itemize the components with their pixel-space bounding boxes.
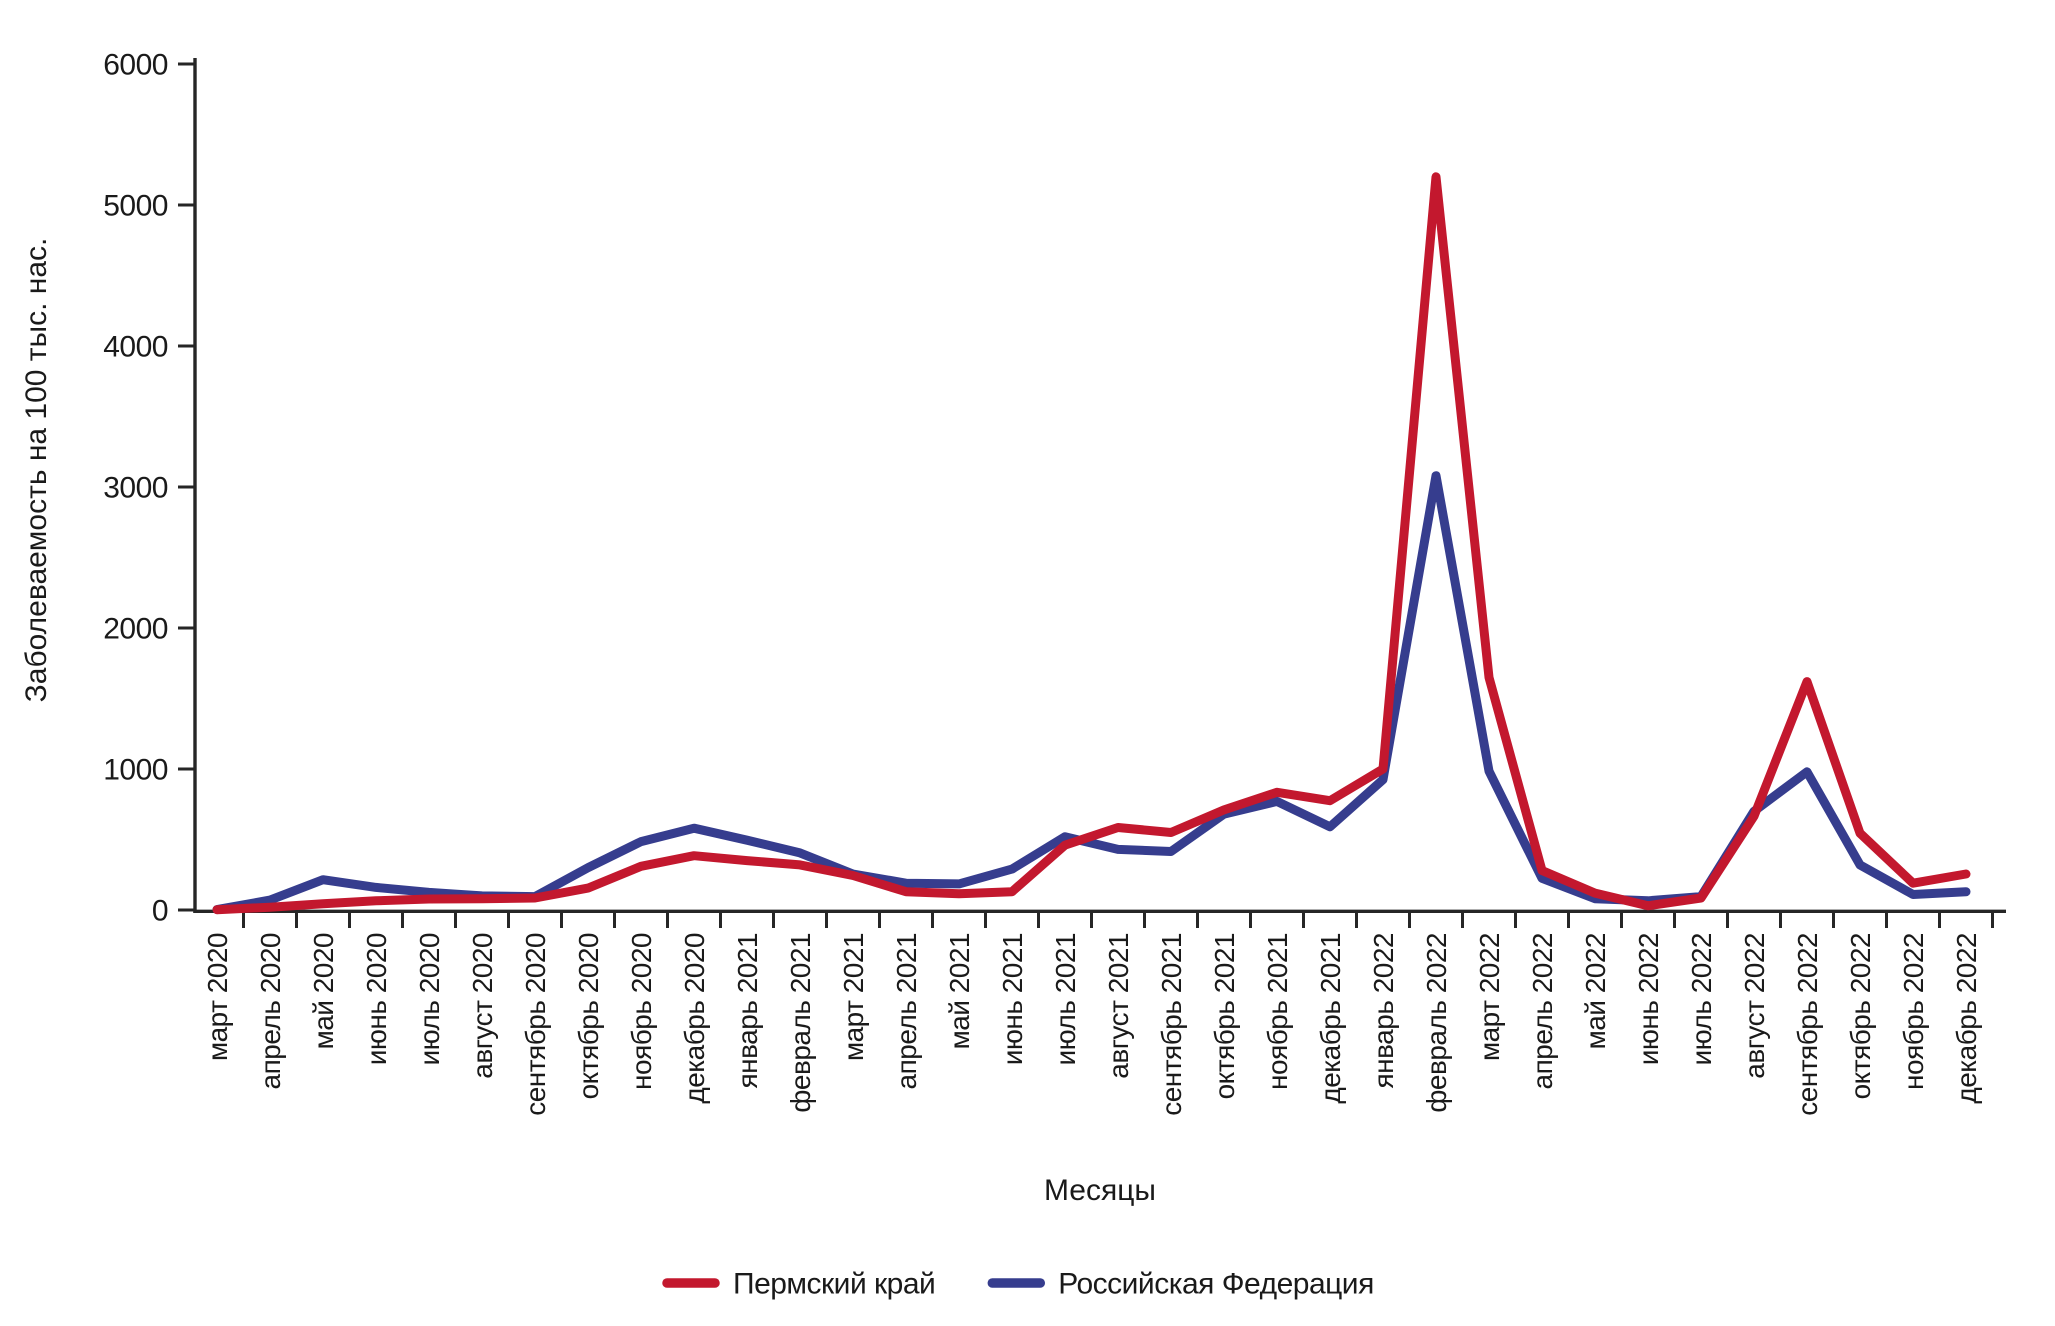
x-tick-label: май 2020 — [308, 933, 339, 1050]
x-tick-label: октябрь 2020 — [573, 933, 604, 1099]
legend: Пермский край Российская Федерация — [662, 1268, 1374, 1301]
y-tick-label: 5000 — [103, 190, 168, 223]
x-tick-label: ноябрь 2021 — [1262, 933, 1293, 1090]
legend-label-пермский-край: Пермский край — [733, 1268, 935, 1301]
x-tick-label: октябрь 2021 — [1209, 933, 1240, 1099]
x-tick-label: январь 2022 — [1368, 933, 1399, 1089]
x-axis-title: Месяцы — [1044, 1174, 1156, 1207]
x-tick-label: сентябрь 2021 — [1156, 933, 1187, 1116]
y-tick-label: 6000 — [103, 49, 168, 82]
x-tick-label: октябрь 2022 — [1845, 933, 1876, 1099]
x-tick-label: июнь 2020 — [361, 933, 392, 1065]
x-tick-label: апрель 2022 — [1527, 933, 1558, 1089]
x-tick-label: июль 2021 — [1050, 933, 1081, 1066]
x-tick-label: июль 2022 — [1686, 933, 1717, 1066]
x-tick-label: сентябрь 2020 — [520, 933, 551, 1116]
x-tick-label: февраль 2022 — [1421, 933, 1452, 1113]
y-axis-title: Заболеваемость на 100 тыс. нас. — [20, 238, 53, 703]
x-axis-labels: март 2020 апрель 2020 май 2020 июнь 2020 июл… — [202, 933, 1982, 1116]
series-line-пермский-край — [212, 172, 1971, 915]
legend-label-российская-федерация: Российская Федерация — [1058, 1268, 1374, 1301]
x-tick-label: март 2021 — [838, 933, 869, 1061]
axes — [193, 58, 2006, 913]
x-tick-label: август 2022 — [1739, 933, 1770, 1079]
y-tick-label: 1000 — [103, 754, 168, 787]
x-tick-label: август 2021 — [1103, 933, 1134, 1079]
y-tick-label: 4000 — [103, 331, 168, 364]
y-axis-labels: 0 1000 2000 3000 4000 5000 6000 — [103, 49, 168, 928]
x-tick-label: апрель 2020 — [255, 933, 286, 1089]
x-tick-label: декабрь 2022 — [1951, 933, 1982, 1104]
y-tick-label: 2000 — [103, 613, 168, 646]
x-tick-label: сентябрь 2022 — [1792, 933, 1823, 1116]
x-tick-label: май 2021 — [944, 933, 975, 1050]
x-tick-label: август 2020 — [467, 933, 498, 1079]
series-line-российская-федерация — [212, 471, 1971, 915]
x-tick-label: ноябрь 2020 — [626, 933, 657, 1090]
y-axis-ticks — [178, 62, 195, 912]
x-tick-label: март 2022 — [1474, 933, 1505, 1061]
x-tick-label: июль 2020 — [414, 933, 445, 1066]
x-axis-ticks — [242, 911, 1994, 928]
x-tick-label: январь 2021 — [732, 933, 763, 1089]
x-tick-label: май 2022 — [1580, 933, 1611, 1050]
x-tick-label: июнь 2021 — [997, 933, 1028, 1065]
y-tick-label: 3000 — [103, 472, 168, 505]
x-tick-label: декабрь 2020 — [679, 933, 710, 1104]
x-tick-label: март 2020 — [202, 933, 233, 1061]
x-tick-label: февраль 2021 — [785, 933, 816, 1113]
x-tick-label: апрель 2021 — [891, 933, 922, 1089]
x-tick-label: декабрь 2021 — [1315, 933, 1346, 1104]
x-tick-label: ноябрь 2022 — [1898, 933, 1929, 1090]
x-tick-label: июнь 2022 — [1633, 933, 1664, 1065]
y-tick-label: 0 — [152, 895, 168, 928]
